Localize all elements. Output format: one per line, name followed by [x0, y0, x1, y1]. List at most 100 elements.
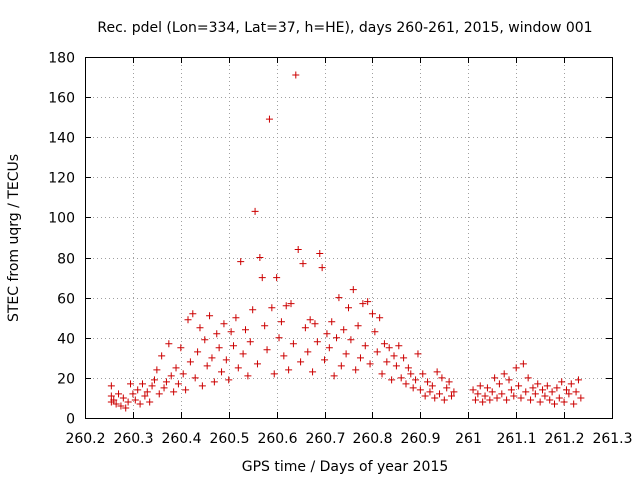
data-point	[201, 336, 209, 344]
data-point	[122, 404, 130, 412]
plot-frame	[85, 57, 613, 419]
data-point	[277, 318, 285, 326]
data-point	[505, 376, 513, 384]
data-point	[531, 390, 539, 398]
data-point	[239, 350, 247, 358]
data-point	[356, 354, 364, 362]
data-point	[256, 254, 264, 262]
data-point	[275, 334, 283, 342]
y-tick-label: 160	[48, 91, 75, 107]
data-point	[268, 304, 276, 312]
data-point	[517, 394, 525, 402]
data-point	[299, 260, 307, 268]
data-point	[115, 390, 123, 398]
data-point	[548, 388, 556, 396]
data-point	[448, 392, 456, 400]
axis-ticks	[85, 57, 613, 419]
data-point	[349, 286, 357, 294]
data-point	[189, 310, 197, 318]
y-axis-title: STEC from uqrg / TECUs	[6, 154, 22, 322]
data-point	[416, 386, 424, 394]
chart-title: Rec. pdel (Lon=334, Lat=37, h=HE), days …	[97, 20, 592, 36]
data-point	[412, 376, 420, 384]
data-point	[136, 400, 144, 408]
data-point	[424, 378, 432, 386]
data-point	[234, 364, 242, 372]
data-point	[567, 380, 575, 388]
data-point	[208, 354, 216, 362]
y-tick-label: 80	[57, 252, 75, 268]
data-point	[534, 380, 542, 388]
data-point	[527, 396, 535, 404]
data-point	[203, 362, 211, 370]
data-point	[316, 250, 324, 258]
data-point	[335, 294, 343, 302]
data-points	[107, 71, 585, 412]
data-point	[402, 380, 410, 388]
data-point	[426, 388, 434, 396]
data-point	[572, 388, 580, 396]
data-point	[304, 348, 312, 356]
x-tick-label: 260.8	[352, 431, 392, 447]
x-tick-label: 261.1	[496, 431, 536, 447]
data-point	[177, 344, 185, 352]
data-point	[450, 388, 458, 396]
data-point	[301, 324, 309, 332]
data-point	[551, 400, 559, 408]
data-point	[309, 368, 317, 376]
x-tick-label: 260.6	[257, 431, 297, 447]
x-tick-label: 261.2	[544, 431, 584, 447]
data-point	[112, 400, 120, 408]
x-tick-label: 261	[455, 431, 482, 447]
data-point	[318, 264, 326, 272]
data-point	[577, 394, 585, 402]
data-point	[143, 388, 151, 396]
data-point	[364, 298, 372, 306]
x-tick-label: 260.5	[209, 431, 249, 447]
data-point	[371, 328, 379, 336]
data-point	[553, 384, 561, 392]
data-point	[150, 376, 158, 384]
data-point	[265, 115, 273, 123]
data-point	[210, 378, 218, 386]
data-point	[251, 207, 259, 215]
data-point	[237, 258, 245, 266]
data-point	[292, 71, 300, 79]
data-point	[390, 352, 398, 360]
data-point	[321, 356, 329, 364]
data-point	[543, 382, 551, 390]
data-point	[373, 348, 381, 356]
data-point	[117, 402, 125, 410]
x-axis-title: GPS time / Days of year 2015	[242, 459, 449, 475]
data-point	[198, 382, 206, 390]
data-point	[289, 340, 297, 348]
data-point	[565, 390, 573, 398]
data-point	[436, 390, 444, 398]
y-tick-label: 180	[48, 51, 75, 67]
data-point	[148, 382, 156, 390]
data-point	[558, 378, 566, 386]
data-point	[306, 316, 314, 324]
data-point	[297, 358, 305, 366]
data-point	[515, 382, 523, 390]
data-point	[421, 392, 429, 400]
data-point	[570, 400, 578, 408]
data-point	[127, 380, 135, 388]
data-point	[524, 374, 532, 382]
x-tick-label: 260.7	[305, 431, 345, 447]
data-point	[273, 274, 281, 282]
data-point	[165, 340, 173, 348]
data-point	[352, 366, 360, 374]
data-point	[337, 362, 345, 370]
data-point	[222, 356, 230, 364]
data-point	[488, 388, 496, 396]
data-point	[184, 316, 192, 324]
data-point	[246, 338, 254, 346]
data-point	[253, 360, 261, 368]
data-point	[397, 374, 405, 382]
data-point	[409, 384, 417, 392]
data-point	[407, 370, 415, 378]
data-point	[428, 382, 436, 390]
x-tick-label: 261.3	[592, 431, 632, 447]
data-point	[440, 396, 448, 404]
